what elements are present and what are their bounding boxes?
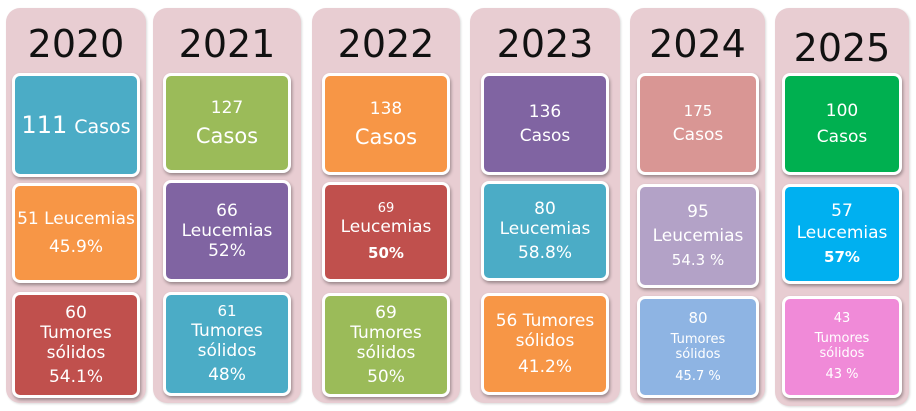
year-column-2023: 2023 136 Casos 80 Leucemias 58.8% 56 Tum… (470, 8, 620, 403)
leukemia-box: 51 Leucemias 45.9% (12, 183, 140, 283)
leukemia-box: 57 Leucemias 57% (782, 184, 902, 284)
leukemia-count-label: 51 Leucemias (17, 208, 135, 229)
solid-tumor-label-1: Tumores (350, 322, 422, 343)
cases-label: Casos (672, 124, 724, 145)
cases-box: 111 Casos (12, 73, 140, 177)
solid-tumor-count: 60 (65, 302, 87, 323)
solid-tumor-box: 80 Tumores sólidos 45.7 % (637, 296, 759, 398)
leukemia-label: Leucemias (652, 226, 744, 247)
year-heading: 2021 (178, 22, 276, 66)
leukemia-count: 69 (377, 201, 395, 217)
leukemia-percent: 52% (208, 241, 246, 262)
cases-count: 100 (825, 100, 859, 121)
solid-tumor-percent: 54.1% (48, 367, 103, 388)
solid-tumor-box: 61 Tumores sólidos 48% (163, 292, 291, 396)
year-column-2021: 2021 127 Casos 66 Leucemias 52% 61 Tumor… (153, 8, 301, 403)
solid-tumor-percent: 41.2% (517, 357, 572, 378)
solid-tumor-label-2: sólidos (46, 343, 106, 363)
leukemia-label: Leucemias (796, 223, 888, 244)
leukemia-count: 66 (216, 200, 238, 221)
solid-tumor-count-label: 56 Tumores (495, 310, 595, 331)
year-heading: 2025 (793, 26, 891, 70)
year-column-2025: 2025 100 Casos 57 Leucemias 57% 43 Tumor… (775, 8, 909, 406)
leukemia-box: 95 Leucemias 54.3 % (637, 184, 759, 288)
cases-label: Casos (195, 123, 259, 148)
leukemia-box: 66 Leucemias 52% (163, 180, 291, 282)
solid-tumor-label-1: Tumores (814, 330, 870, 346)
solid-tumor-count: 69 (375, 302, 397, 323)
leukemia-count: 95 (687, 202, 709, 223)
solid-tumor-count: 80 (688, 309, 708, 328)
cases-box: 175 Casos (637, 73, 759, 175)
cases-box: 136 Casos (481, 73, 609, 175)
leukemia-label: Leucemias (340, 216, 432, 237)
solid-tumor-box: 43 Tumores sólidos 43 % (782, 296, 902, 398)
solid-tumor-percent: 45.7 % (675, 368, 721, 384)
cases-label: Casos (519, 126, 571, 146)
leukemia-count: 80 (534, 198, 556, 219)
cases-box: 100 Casos (782, 73, 902, 175)
solid-tumor-box: 69 Tumores sólidos 50% (322, 293, 450, 397)
solid-tumor-count: 43 (833, 311, 851, 327)
solid-tumor-percent: 48% (208, 364, 246, 385)
leukemia-label: Leucemias (499, 218, 591, 239)
cases-label: Casos (816, 127, 868, 147)
year-heading: 2023 (496, 22, 594, 66)
solid-tumor-box: 56 Tumores sólidos 41.2% (481, 293, 609, 395)
solid-tumor-label-2: sólidos (515, 330, 575, 351)
solid-tumor-percent: 50% (367, 367, 405, 388)
cases-label: Casos (354, 124, 418, 149)
solid-tumor-label-1: Tumores (191, 320, 263, 341)
cases-line: 111 Casos (21, 111, 130, 140)
leukemia-box: 69 Leucemias 50% (322, 182, 450, 282)
leukemia-percent: 58.8% (517, 243, 572, 264)
solid-tumor-label-2: sólidos (197, 340, 257, 361)
solid-tumor-label-2: sólidos (675, 347, 721, 363)
year-column-2020: 2020 111 Casos 51 Leucemias 45.9% 60 Tum… (6, 8, 146, 403)
leukemia-percent: 50% (368, 243, 404, 262)
cases-count: 111 (21, 110, 68, 139)
year-heading: 2022 (337, 22, 435, 66)
cases-count: 136 (528, 101, 562, 122)
leukemia-label: Leucemias (181, 220, 273, 241)
solid-tumor-percent: 43 % (825, 367, 859, 383)
cases-box: 127 Casos (163, 73, 291, 173)
solid-tumor-label-2: sólidos (356, 343, 416, 363)
leukemia-percent: 54.3 % (671, 251, 725, 270)
year-heading: 2020 (27, 22, 125, 66)
year-heading: 2024 (649, 22, 746, 66)
cases-count: 138 (369, 98, 403, 119)
leukemia-box: 80 Leucemias 58.8% (481, 181, 609, 281)
year-column-2022: 2022 138 Casos 69 Leucemias 50% 69 Tumor… (312, 8, 460, 403)
solid-tumor-count: 61 (217, 302, 237, 321)
solid-tumor-label-1: Tumores (40, 322, 112, 343)
cases-box: 138 Casos (322, 73, 450, 175)
leukemia-count: 57 (831, 201, 853, 222)
cases-label: Casos (74, 115, 131, 138)
solid-tumor-label-2: sólidos (819, 346, 865, 361)
cases-count: 175 (683, 102, 713, 121)
leukemia-percent: 45.9% (48, 237, 103, 257)
cases-count: 127 (210, 97, 244, 118)
solid-tumor-label-1: Tumores (670, 331, 726, 347)
leukemia-percent: 57% (824, 248, 860, 267)
year-column-2024: 2024 175 Casos 95 Leucemias 54.3 % 80 Tu… (630, 8, 765, 403)
solid-tumor-box: 60 Tumores sólidos 54.1% (12, 292, 140, 398)
